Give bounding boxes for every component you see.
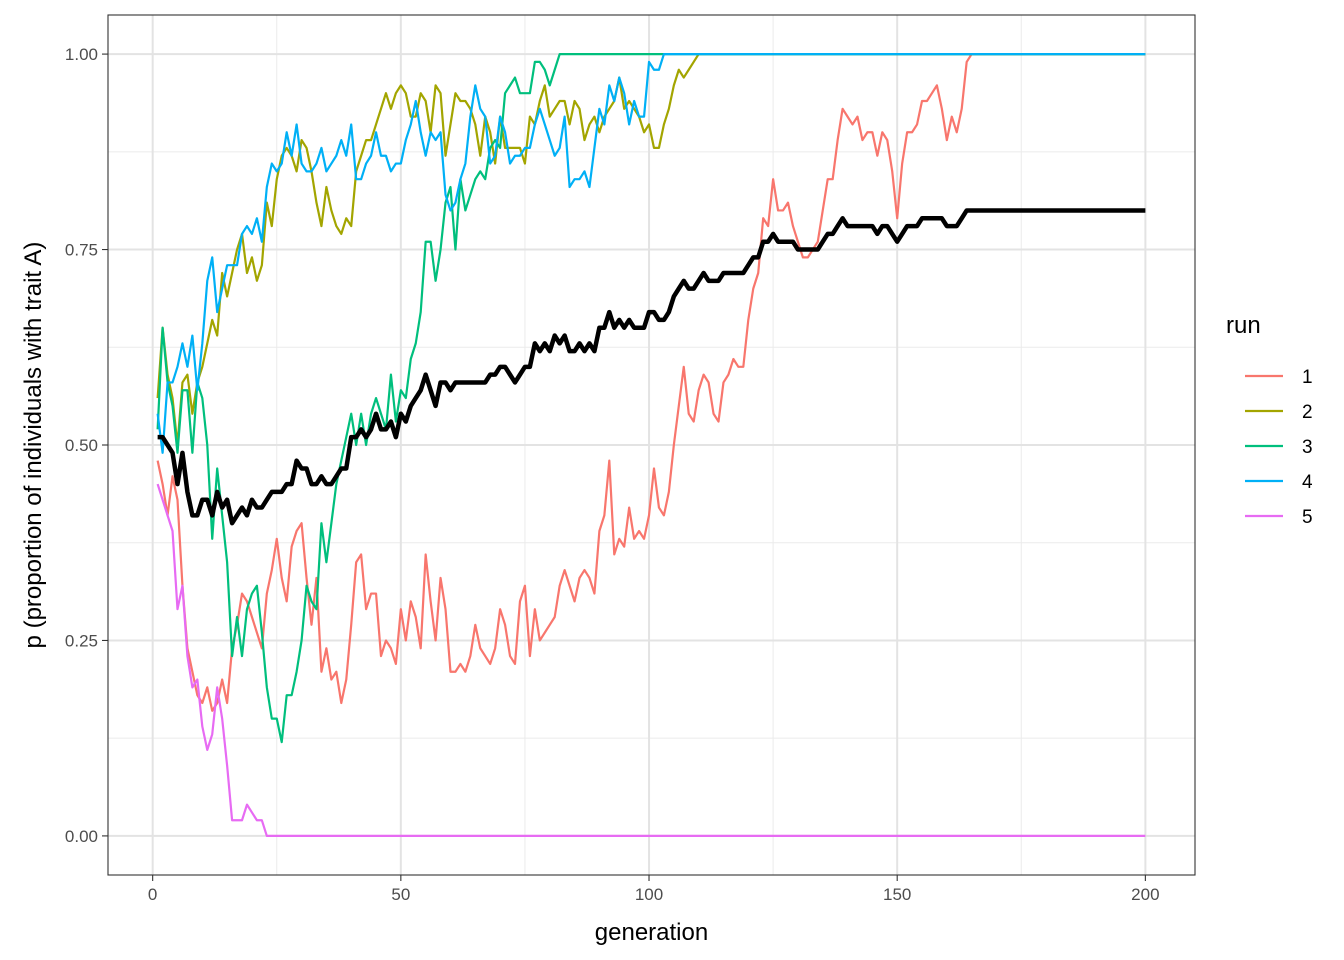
axes: 0 50 100 150 200 0.00 0.25 0.50 0.75 1.00 [65,45,1160,904]
series-line-run-1 [156,52,1146,712]
legend-label-3: 3 [1302,437,1313,458]
legend-label-1: 1 [1302,367,1313,388]
x-tick-label: 0 [148,885,157,904]
series-lines [156,52,1146,838]
series-line-mean [157,208,1146,526]
series-line-run-5 [156,483,1146,838]
y-tick-label: 0.00 [65,827,98,846]
y-tick-label: 0.25 [65,631,98,650]
x-tick-label: 150 [883,885,911,904]
series-line-run-4 [156,52,1146,454]
y-tick-label: 0.75 [65,241,98,260]
y-tick-label: 0.50 [65,436,98,455]
y-tick-label: 1.00 [65,45,98,64]
x-tick-label: 50 [391,885,410,904]
x-axis-title: generation [595,919,708,946]
x-tick-label: 200 [1131,885,1159,904]
legend-label-2: 2 [1302,402,1313,423]
y-axis-title: p (proportion of individuals with trait … [20,242,47,649]
legend: run 1 2 3 4 5 [1226,312,1313,528]
legend-label-5: 5 [1302,507,1313,528]
legend-title: run [1226,312,1261,339]
legend-label-4: 4 [1302,472,1313,493]
x-tick-label: 100 [635,885,663,904]
